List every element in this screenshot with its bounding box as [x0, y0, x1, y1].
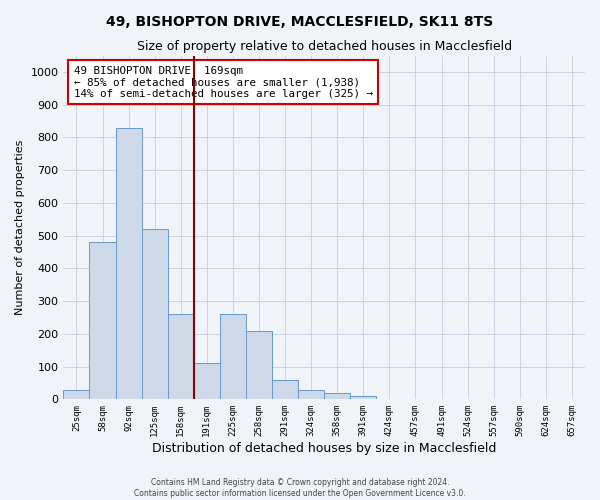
- Bar: [298, 390, 324, 400]
- Bar: [350, 396, 376, 400]
- Title: Size of property relative to detached houses in Macclesfield: Size of property relative to detached ho…: [137, 40, 512, 53]
- Bar: [272, 380, 298, 400]
- Bar: [64, 390, 89, 400]
- Text: Contains HM Land Registry data © Crown copyright and database right 2024.
Contai: Contains HM Land Registry data © Crown c…: [134, 478, 466, 498]
- Bar: [89, 242, 116, 400]
- Text: 49, BISHOPTON DRIVE, MACCLESFIELD, SK11 8TS: 49, BISHOPTON DRIVE, MACCLESFIELD, SK11 …: [106, 15, 494, 29]
- Text: 49 BISHOPTON DRIVE: 169sqm
← 85% of detached houses are smaller (1,938)
14% of s: 49 BISHOPTON DRIVE: 169sqm ← 85% of deta…: [74, 66, 373, 99]
- Y-axis label: Number of detached properties: Number of detached properties: [15, 140, 25, 315]
- Bar: [116, 128, 142, 400]
- Bar: [220, 314, 246, 400]
- Bar: [142, 229, 168, 400]
- X-axis label: Distribution of detached houses by size in Macclesfield: Distribution of detached houses by size …: [152, 442, 496, 455]
- Bar: [194, 364, 220, 400]
- Bar: [246, 330, 272, 400]
- Bar: [168, 314, 194, 400]
- Bar: [324, 393, 350, 400]
